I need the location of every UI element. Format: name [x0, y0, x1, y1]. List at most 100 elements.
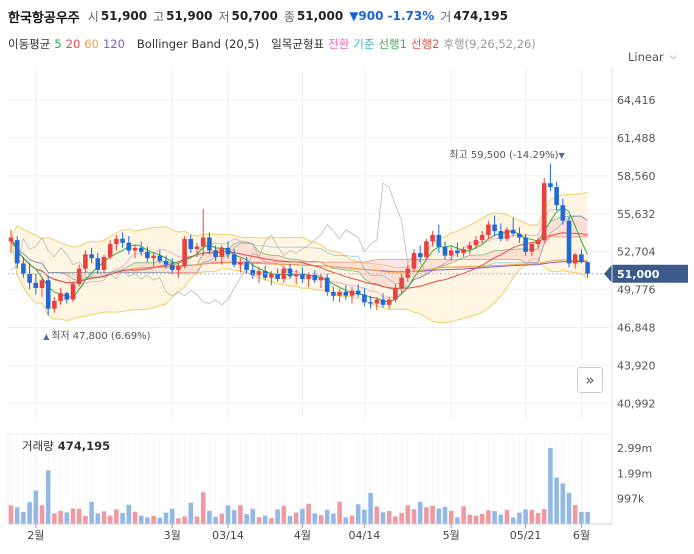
- expand-button[interactable]: »: [577, 367, 603, 393]
- candle: [120, 232, 125, 248]
- volume-bar: [355, 504, 361, 524]
- volume-bar: [275, 509, 280, 524]
- candle-body: [306, 275, 311, 279]
- bollinger-upper-line: [10, 191, 588, 269]
- price-tick-label: 49,776: [617, 284, 656, 297]
- ma-20-line: [10, 232, 588, 289]
- low-label: 저: [218, 9, 230, 24]
- candle: [281, 266, 287, 283]
- volume-bar: [107, 515, 113, 524]
- volume-bar: [225, 505, 231, 524]
- x-tick-label: 3월: [164, 529, 181, 542]
- candle: [324, 273, 330, 296]
- candle-body: [386, 299, 392, 305]
- open-label: 시: [87, 9, 99, 24]
- volume-bar: [306, 503, 311, 524]
- candle-body: [275, 273, 280, 279]
- volume-panel-label: 거래량: [22, 439, 54, 453]
- candle: [107, 240, 113, 260]
- candle-body: [504, 229, 510, 239]
- volume-tick-label: 2.99m: [617, 442, 652, 455]
- volume-bar: [430, 505, 435, 524]
- candle: [256, 267, 262, 283]
- x-tick-label: 5월: [443, 529, 460, 542]
- indicator-legend[interactable]: 이동평균 5 20 60 120 Bollinger Band (20,5) 일…: [8, 36, 540, 52]
- candle: [83, 250, 88, 273]
- candle: [225, 241, 231, 259]
- candle: [529, 242, 535, 256]
- candle: [585, 262, 590, 278]
- volume-bar: [182, 516, 187, 524]
- candle: [486, 220, 491, 239]
- candle-body: [517, 233, 522, 238]
- candle-body: [281, 268, 287, 279]
- volume-bar: [318, 515, 324, 524]
- candle: [461, 246, 466, 257]
- candle-body: [200, 237, 206, 247]
- candle: [188, 234, 194, 254]
- candle: [541, 178, 547, 243]
- low-annotation-label: 최저 47,800 (6.69%): [51, 330, 150, 342]
- volume-bar: [157, 517, 163, 524]
- candle-body: [132, 247, 138, 251]
- candle: [262, 266, 268, 281]
- candle-body: [393, 288, 398, 300]
- candle: [39, 277, 45, 298]
- candle: [300, 267, 305, 283]
- candle-body: [27, 273, 32, 283]
- volume-bar: [312, 513, 318, 524]
- bollinger-lower-line: [10, 237, 588, 324]
- candle-body: [76, 268, 82, 285]
- volume-tick-label: 1.99m: [617, 468, 652, 481]
- volume-bar: [231, 510, 237, 524]
- candle-body: [182, 238, 187, 266]
- candle: [579, 249, 584, 264]
- volume-bar: [300, 508, 305, 524]
- candle: [572, 253, 578, 269]
- bollinger-label[interactable]: Bollinger Band (20,5): [136, 37, 260, 51]
- candle-body: [523, 237, 528, 252]
- candle-body: [579, 254, 584, 263]
- volume-bar: [380, 512, 386, 524]
- candle: [157, 250, 163, 264]
- candle: [343, 285, 349, 300]
- candle: [405, 264, 411, 282]
- candle: [138, 241, 144, 256]
- ichimoku-label[interactable]: 일목균형표: [271, 37, 325, 51]
- candle: [424, 238, 429, 260]
- volume-bar: [541, 509, 547, 524]
- candle-body: [318, 277, 324, 281]
- volume-bar: [219, 513, 225, 524]
- candle-body: [157, 255, 163, 261]
- bollinger-band-fill: [11, 192, 588, 323]
- scale-mode-dropdown[interactable]: Linear ⌵: [628, 50, 677, 64]
- candle: [287, 263, 293, 279]
- x-tick-label: 03/14: [212, 529, 244, 542]
- volume-bar: [70, 508, 76, 524]
- x-tick-label: 04/14: [349, 529, 381, 542]
- volume-bar: [39, 505, 45, 524]
- candle: [151, 253, 156, 266]
- volume-bar: [393, 516, 398, 524]
- volume-bar: [256, 517, 262, 524]
- candle: [58, 288, 63, 305]
- candle: [145, 246, 150, 263]
- low-marker: ▲: [43, 332, 50, 341]
- candle-body: [58, 293, 63, 301]
- volume-tick-label: 997k: [617, 493, 645, 506]
- volume-bar: [337, 501, 342, 524]
- candle: [76, 264, 82, 287]
- volume-panel-title: 거래량 474,195: [22, 438, 110, 454]
- candle: [207, 232, 212, 255]
- candle: [219, 245, 225, 265]
- candle-body: [244, 262, 249, 270]
- candle: [275, 268, 280, 282]
- volume-panel-value: 474,195: [57, 439, 111, 453]
- candle-body: [176, 266, 181, 270]
- candle-body: [101, 256, 107, 270]
- low-annotation: ▲ 최저 47,800 (6.69%): [43, 330, 150, 342]
- volume-bar: [585, 511, 590, 524]
- ma-period-120: 120: [102, 37, 125, 51]
- ma-label[interactable]: 이동평균: [8, 37, 51, 51]
